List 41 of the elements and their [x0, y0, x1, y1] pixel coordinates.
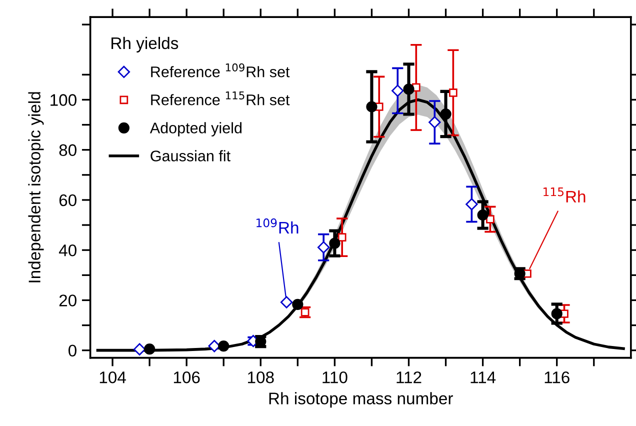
point: [440, 108, 452, 120]
point: [292, 298, 304, 310]
point: [392, 84, 404, 97]
point: [317, 241, 330, 254]
legend-label: Gaussian fit: [150, 150, 230, 162]
point: [466, 198, 478, 210]
point: [329, 238, 340, 249]
x-tick-label: 116: [544, 371, 570, 384]
y-tick-label: 40: [58, 244, 76, 256]
legend-label: Reference $^{109}$Rh set: [151, 63, 290, 78]
y-tick-label: 60: [59, 194, 76, 206]
point: [218, 340, 230, 352]
y-tick-label: 100: [50, 94, 76, 106]
point: [300, 308, 310, 316]
legend-label: Reference $^{115}$Rh set: [151, 92, 290, 106]
annotation: $^{115}$Rh: [544, 188, 586, 202]
x-tick-label: 108: [248, 371, 274, 384]
point: [144, 344, 156, 355]
point: [486, 215, 494, 224]
point: [477, 209, 488, 221]
point: [366, 101, 378, 112]
x-tick-label: 106: [174, 371, 200, 384]
y-tick-label: 20: [59, 294, 76, 306]
point: [403, 84, 414, 95]
x-tick-label: 114: [470, 372, 496, 384]
y-tick-label: 0: [68, 344, 76, 357]
legend-title: Rh yields: [112, 36, 178, 52]
legend-label: Adopted yield: [150, 122, 242, 136]
x-tick-label: 104: [100, 371, 126, 384]
point: [449, 88, 458, 97]
x-axis-title: Rh isotope mass number: [269, 392, 453, 408]
point: [551, 308, 562, 320]
x-tick-label: 110: [322, 371, 348, 384]
annotation: $^{109}$Rh: [256, 218, 298, 234]
x-tick-label: 112: [396, 371, 422, 384]
point: [133, 343, 146, 356]
y-axis-title: Independent isotopic yield: [28, 92, 44, 282]
y-tick-label: 80: [59, 144, 76, 156]
point: [338, 233, 346, 242]
point: [428, 116, 441, 128]
point: [280, 296, 293, 308]
